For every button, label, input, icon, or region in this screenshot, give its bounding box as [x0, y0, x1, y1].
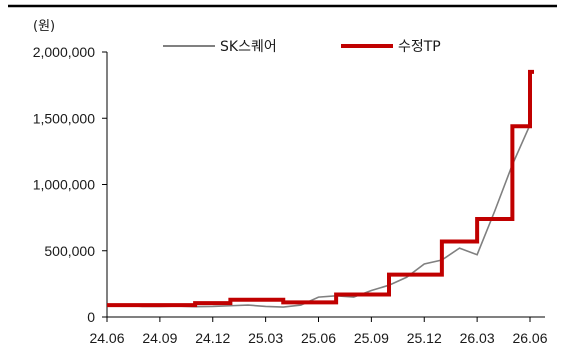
y-tick-label: 1,000,000 — [33, 177, 95, 193]
x-tick-label: 26.06 — [512, 330, 547, 346]
y-tick-label: 2,000,000 — [33, 44, 95, 60]
x-tick-label: 25.06 — [301, 330, 336, 346]
y-ticks: 0 500,000 1,000,000 1,500,000 2,000,000 — [33, 44, 107, 325]
y-tick-label: 0 — [87, 309, 95, 325]
y-tick-label: 500,000 — [44, 243, 95, 259]
series-line-sk-square — [106, 124, 531, 308]
x-tick-label: 26.03 — [460, 330, 495, 346]
series-layer — [106, 69, 534, 308]
x-tick-label: 24.06 — [89, 330, 124, 346]
legend-label-sk-square: SK스퀘어 — [220, 39, 277, 55]
x-tick-label: 25.12 — [407, 330, 442, 346]
x-tick-label: 24.09 — [142, 330, 177, 346]
x-ticks: 24.06 24.09 24.12 25.03 25.06 25.09 25.12 26.03… — [89, 317, 548, 346]
y-unit-label: (원) — [33, 19, 55, 34]
legend: SK스퀘어 수정TP — [163, 39, 441, 55]
series-target-price — [106, 69, 534, 308]
legend-label-target-price: 수정TP — [398, 39, 441, 55]
series-line-target-price — [107, 69, 534, 308]
series-sk-square — [106, 124, 531, 308]
x-tick-label: 24.12 — [195, 330, 230, 346]
x-tick-label: 25.09 — [354, 330, 389, 346]
y-tick-label: 1,500,000 — [33, 110, 95, 126]
x-tick-label: 25.03 — [248, 330, 283, 346]
